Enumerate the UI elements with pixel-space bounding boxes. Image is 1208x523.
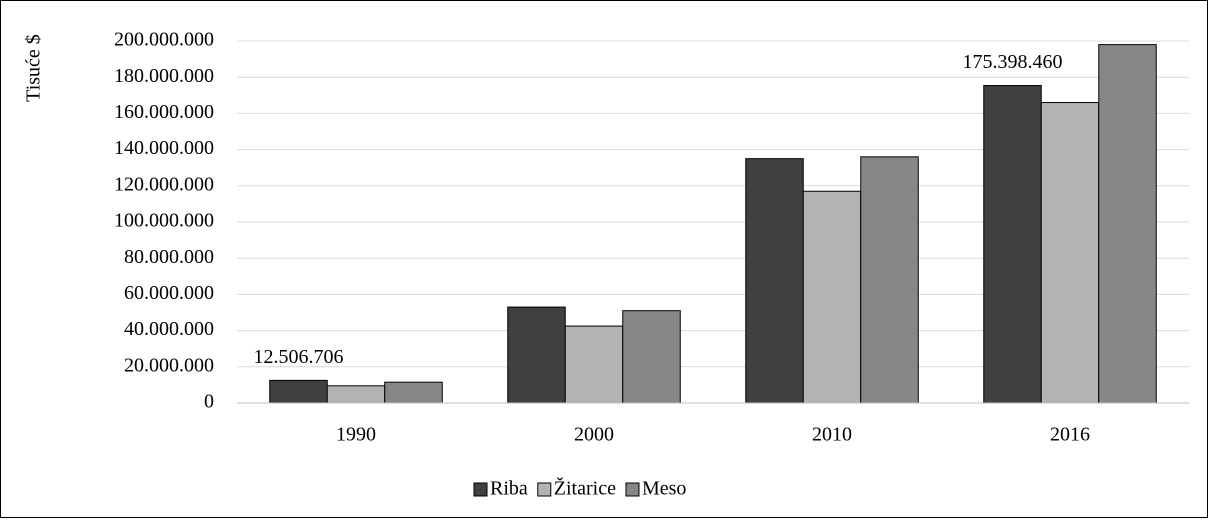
y-tick-label: 0: [204, 391, 214, 413]
bar: [1040, 102, 1100, 404]
bar: [802, 190, 862, 404]
x-tick-label: 2010: [812, 424, 852, 446]
bar: [564, 325, 624, 404]
y-tick-label: 40.000.000: [124, 318, 214, 340]
x-tick-label: 1990: [336, 424, 376, 446]
y-tick-label: 60.000.000: [124, 282, 214, 304]
x-tick-label: 2016: [1050, 424, 1090, 446]
legend-swatch: [625, 482, 640, 497]
y-tick-label: 200.000.000: [114, 29, 214, 51]
bar: [1098, 44, 1157, 404]
y-tick-label: 160.000.000: [114, 101, 214, 123]
bar: [269, 379, 328, 404]
legend-swatch: [473, 482, 488, 497]
y-tick-label: 100.000.000: [114, 210, 214, 232]
y-tick-label: 20.000.000: [124, 354, 214, 376]
y-tick-label: 120.000.000: [114, 173, 214, 195]
bar: [983, 85, 1042, 404]
y-axis-title: Tisuće $: [23, 34, 45, 102]
y-tick-label: 180.000.000: [114, 65, 214, 87]
bar: [326, 385, 386, 404]
x-tick-label: 2000: [574, 424, 614, 446]
bar: [507, 306, 566, 404]
legend-label: Riba: [490, 478, 528, 500]
legend-label: Meso: [642, 478, 686, 500]
legend-swatch: [537, 482, 552, 497]
y-tick-label: 80.000.000: [124, 246, 214, 268]
data-label: 175.398.460: [963, 51, 1063, 73]
bar: [622, 310, 681, 404]
data-label: 12.506.706: [254, 346, 344, 368]
bar: [860, 156, 919, 404]
y-tick-label: 140.000.000: [114, 137, 214, 159]
bar: [745, 158, 804, 404]
bar: [384, 381, 443, 404]
legend-label: Žitarice: [554, 477, 616, 500]
